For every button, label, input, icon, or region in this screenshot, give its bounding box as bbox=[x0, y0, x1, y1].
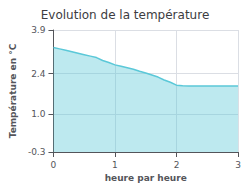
svg-text:3.9: 3.9 bbox=[31, 25, 46, 35]
svg-text:Température en °C: Température en °C bbox=[8, 43, 18, 138]
svg-text:1: 1 bbox=[112, 160, 118, 170]
svg-text:1.0: 1.0 bbox=[31, 109, 46, 119]
svg-text:Evolution de la température: Evolution de la température bbox=[41, 8, 210, 22]
svg-text:3: 3 bbox=[235, 160, 241, 170]
svg-text:heure par heure: heure par heure bbox=[105, 173, 187, 183]
svg-text:2: 2 bbox=[174, 160, 180, 170]
svg-text:0: 0 bbox=[51, 160, 57, 170]
svg-text:2.4: 2.4 bbox=[31, 69, 46, 79]
svg-text:-0.3: -0.3 bbox=[28, 147, 46, 157]
